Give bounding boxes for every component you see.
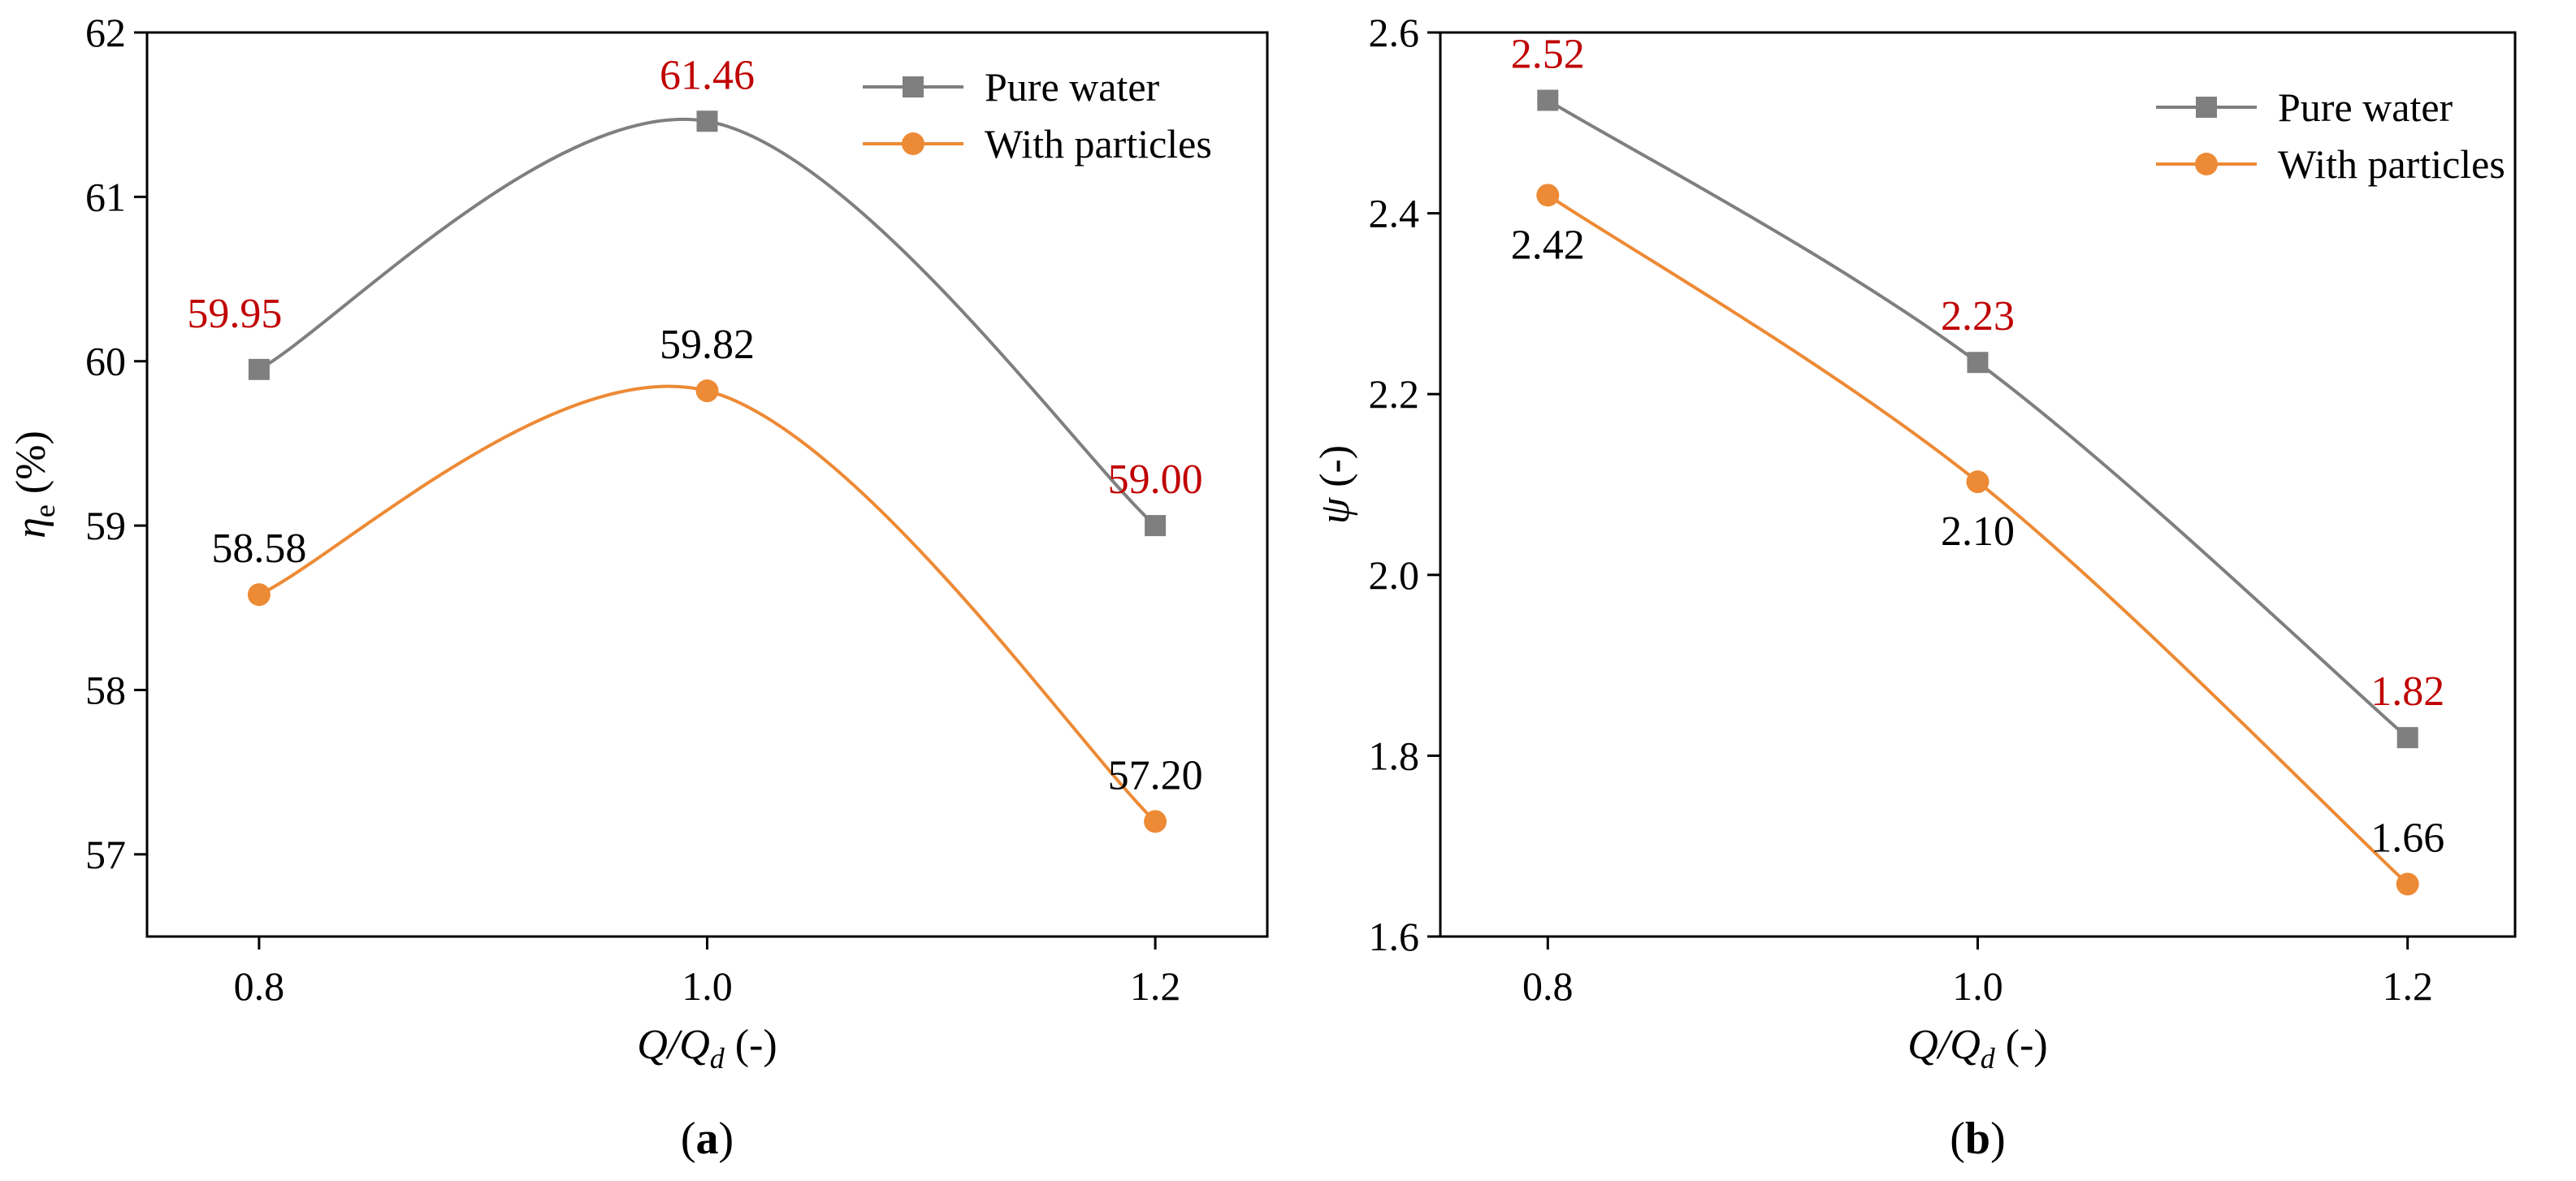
series-line-pure-water xyxy=(1547,98,2409,739)
legend: Pure water With particles xyxy=(2156,84,2505,187)
data-label: 2.42 xyxy=(1511,222,1585,268)
x-tick-label: 1.2 xyxy=(1130,963,1181,1009)
plot-frame xyxy=(145,31,1269,938)
data-point-pure-water xyxy=(248,358,270,380)
data-label: 2.10 xyxy=(1941,508,2015,555)
y-tick-label: 2.2 xyxy=(1369,371,1420,417)
legend-label-with-particles: With particles xyxy=(2278,141,2505,187)
y-tick-label: 57 xyxy=(85,832,126,877)
data-point-pure-water xyxy=(1145,515,1167,537)
data-point-pure-water xyxy=(2396,727,2418,749)
y-tick-label: 2.6 xyxy=(1369,10,1420,55)
y-tick-label: 58 xyxy=(85,667,126,712)
data-label: 2.52 xyxy=(1511,31,1585,77)
y-tick-label: 1.8 xyxy=(1369,733,1420,778)
data-point-with-particles xyxy=(2396,872,2419,896)
data-label: 61.46 xyxy=(660,52,755,98)
y-axis-title: ψ (-) xyxy=(1312,445,1358,524)
y-tick-label: 60 xyxy=(85,339,126,384)
legend-label-with-particles: With particles xyxy=(985,121,1212,167)
chart-panel-a: 57 58 59 60 61 62 0.8 1.0 1.2 Q/Qd (-) ηe (%) (a) 59… xyxy=(8,10,1269,1164)
data-point-with-particles xyxy=(1536,184,1560,207)
x-tick-label: 0.8 xyxy=(234,963,285,1009)
data-point-with-particles xyxy=(1144,810,1167,833)
data-point-pure-water xyxy=(696,110,718,132)
data-point-with-particles xyxy=(247,583,271,607)
data-point-pure-water xyxy=(1537,89,1559,111)
legend-marker-pure-water xyxy=(903,76,924,97)
chart-panel-b: 1.6 1.8 2.0 2.2 2.4 2.6 0.8 1.0 1.2 Q/Qd (-) ψ (-)… xyxy=(1312,10,2517,1164)
data-point-with-particles xyxy=(1966,470,1989,494)
x-tick-label: 1.0 xyxy=(1952,963,2003,1009)
legend: Pure water With particles xyxy=(863,64,1212,167)
panel-label: (a) xyxy=(681,1114,734,1164)
y-tick-label: 1.6 xyxy=(1369,914,1420,959)
x-axis-title: Q/Qd (-) xyxy=(637,1022,777,1075)
legend-marker-with-particles xyxy=(2195,153,2218,175)
data-point-pure-water xyxy=(1967,352,1989,374)
legend-label-pure-water: Pure water xyxy=(985,64,1160,110)
y-tick-label: 2.0 xyxy=(1369,552,1420,598)
legend-label-pure-water: Pure water xyxy=(2278,84,2453,130)
x-tick-label: 1.2 xyxy=(2382,963,2433,1009)
panel-label: (b) xyxy=(1950,1114,2005,1164)
series-line-with-particles xyxy=(258,384,1157,823)
data-label: 58.58 xyxy=(211,526,306,572)
data-point-with-particles xyxy=(695,379,719,403)
y-tick-label: 61 xyxy=(85,174,126,219)
x-tick-label: 0.8 xyxy=(1522,963,1574,1009)
legend-marker-with-particles xyxy=(902,132,924,155)
y-tick-label: 62 xyxy=(85,10,126,55)
data-label: 59.00 xyxy=(1108,456,1203,503)
data-label: 1.82 xyxy=(2370,668,2444,715)
legend-marker-pure-water xyxy=(2196,97,2217,118)
data-label: 57.20 xyxy=(1108,752,1203,798)
y-tick-label: 2.4 xyxy=(1369,191,1420,236)
x-axis-title: Q/Qd (-) xyxy=(1907,1022,2048,1075)
data-label: 59.95 xyxy=(187,291,282,337)
data-label: 59.82 xyxy=(660,322,755,368)
y-axis-title: ηe (%) xyxy=(8,430,61,539)
data-label: 2.23 xyxy=(1941,293,2015,340)
x-tick-label: 1.0 xyxy=(682,963,733,1009)
data-label: 1.66 xyxy=(2370,815,2444,861)
y-tick-label: 59 xyxy=(85,503,126,548)
